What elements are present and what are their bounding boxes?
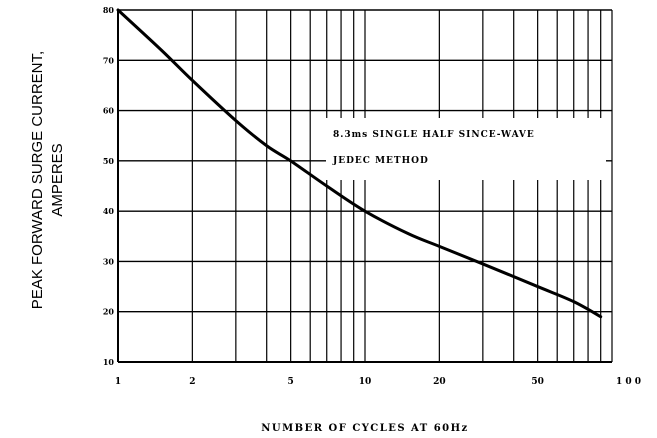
horizontal-grid (118, 9, 612, 363)
annotation-line-1: 8.3ms SINGLE HALF SINCE-WAVE (333, 130, 535, 140)
y-tick-label: 50 (103, 156, 115, 166)
y-tick-label: 10 (103, 357, 115, 367)
x-tick-labels: 1 2 5 10 20 50 1 0 0 (115, 377, 641, 387)
y-tick-label: 60 (103, 106, 115, 116)
y-axis-label-line-2: AMPERES (49, 143, 66, 216)
x-tick-label: 5 (288, 377, 294, 387)
x-tick-label: 1 (115, 377, 121, 387)
x-tick-label: 10 (359, 377, 372, 387)
x-tick-label: 20 (433, 377, 446, 387)
surge-current-curve (116, 8, 603, 319)
vertical-grid (117, 10, 613, 362)
y-tick-label: 80 (103, 5, 115, 15)
annotation-line-2: JEDEC METHOD (332, 156, 429, 166)
y-tick-label: 40 (103, 206, 115, 216)
annotation-box (326, 118, 606, 180)
y-tick-label: 20 (103, 307, 115, 317)
y-tick-labels: 10 20 30 40 50 60 70 80 (103, 5, 115, 367)
y-tick-label: 70 (103, 55, 115, 65)
x-axis-label: NUMBER OF CYCLES AT 60Hz (261, 423, 469, 434)
x-tick-label: 1 0 0 (616, 377, 641, 387)
x-tick-label: 50 (531, 377, 544, 387)
y-axis-label: PEAK FORWARD SURGE CURRENT, (29, 51, 46, 309)
x-tick-label: 2 (189, 377, 195, 387)
y-tick-label: 30 (103, 256, 115, 266)
